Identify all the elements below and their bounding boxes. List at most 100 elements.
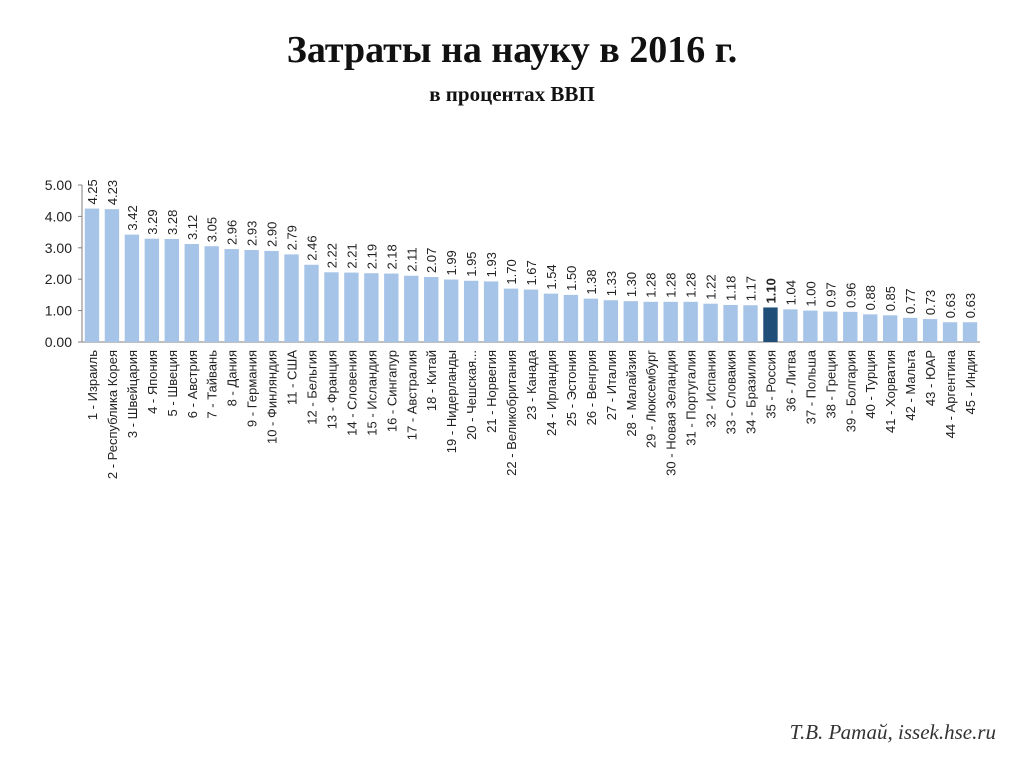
value-label-37: 1.00 — [803, 281, 818, 306]
value-label-20: 1.95 — [464, 251, 479, 276]
bar-38 — [823, 311, 838, 342]
value-label-19: 1.99 — [444, 250, 459, 275]
category-label-33: 33 - Словакия — [724, 350, 739, 434]
slide-subtitle: в процентах ВВП — [429, 82, 595, 106]
value-label-8: 2.96 — [225, 220, 240, 245]
bar-3 — [124, 234, 140, 342]
category-label-16: 16 - Сингапур — [384, 350, 399, 432]
value-label-15: 2.19 — [364, 244, 379, 269]
category-label-35: 35 - Россия — [763, 350, 778, 419]
category-label-34: 34 - Бразилия — [744, 350, 759, 434]
value-label-13: 2.22 — [324, 243, 339, 268]
bar-44 — [942, 322, 958, 342]
value-label-11: 2.79 — [285, 225, 300, 250]
bar-37 — [803, 310, 818, 342]
category-label-20: 20 - Чешская... — [464, 350, 479, 440]
bar-8 — [224, 249, 239, 342]
bar-16 — [384, 273, 399, 342]
value-label-14: 2.21 — [344, 243, 359, 268]
category-label-28: 28 - Малайзия — [624, 350, 639, 437]
category-label-18: 18 - Китай — [424, 350, 439, 411]
bar-2 — [104, 209, 120, 342]
category-label-21: 21 - Норвегия — [484, 350, 499, 433]
category-label-37: 37 - Польша — [803, 349, 818, 424]
bar-14 — [344, 272, 359, 342]
bar-39 — [843, 311, 858, 342]
category-label-8: 8 - Дания — [225, 350, 240, 406]
category-label-6: 6 - Австрия — [185, 350, 200, 418]
value-label-31: 1.28 — [684, 272, 699, 297]
y-tick-label: 2.00 — [45, 271, 72, 287]
value-label-1: 4.25 — [85, 179, 100, 204]
value-label-23: 1.67 — [524, 260, 539, 285]
slide-title: Затраты на науку в 2016 г. — [286, 29, 738, 71]
category-label-17: 17 - Австралия — [404, 350, 419, 440]
value-label-44: 0.63 — [943, 293, 958, 318]
y-tick-label: 5.00 — [45, 177, 72, 193]
value-label-12: 2.46 — [304, 235, 319, 260]
bar-45 — [962, 322, 978, 342]
category-label-29: 29 - Люксембург — [644, 350, 659, 448]
bar-40 — [863, 314, 878, 342]
value-label-4: 3.29 — [145, 209, 160, 234]
value-label-24: 1.54 — [544, 264, 559, 289]
value-label-9: 2.93 — [245, 221, 260, 246]
bar-9 — [244, 249, 259, 342]
category-label-39: 39 - Болгария — [843, 350, 858, 432]
category-label-32: 32 - Испания — [704, 350, 719, 428]
value-label-38: 0.97 — [823, 282, 838, 307]
category-label-31: 31 - Португалия — [684, 350, 699, 446]
category-label-19: 19 - Нидерланды — [444, 350, 459, 453]
value-label-34: 1.17 — [744, 276, 759, 301]
category-label-41: 41 - Хорватия — [883, 350, 898, 433]
bar-7 — [204, 246, 219, 342]
y-tick-label: 3.00 — [45, 240, 72, 256]
value-label-35: 1.10 — [763, 278, 778, 303]
bar-21 — [483, 281, 499, 342]
category-label-14: 14 - Словения — [344, 350, 359, 436]
value-label-21: 1.93 — [484, 252, 499, 277]
value-label-26: 1.38 — [584, 269, 599, 294]
category-label-10: 10 - Финляндия — [265, 350, 280, 444]
bars-group — [84, 208, 978, 342]
bar-34 — [743, 305, 758, 342]
y-axis: 0.00 1.00 2.00 3.00 4.00 5.00 — [45, 177, 980, 350]
category-label-24: 24 - Ирландия — [544, 350, 559, 436]
y-tick-label: 1.00 — [45, 303, 72, 319]
category-label-3: 3 - Швейцария — [125, 350, 140, 438]
footer-credit: Т.В. Ратай, issek.hse.ru — [789, 720, 996, 744]
value-label-6: 3.12 — [185, 215, 200, 240]
category-labels-group: 1 - Израиль 2 - Республика Корея 3 - Швейц… — [85, 349, 978, 479]
category-label-43: 43 - ЮАР — [923, 350, 938, 406]
category-label-22: 22 - Великобритания — [504, 350, 519, 476]
bar-35 — [763, 307, 778, 342]
bar-22 — [503, 288, 519, 342]
bar-13 — [324, 272, 339, 342]
bar-30 — [663, 301, 678, 342]
bar-11 — [284, 254, 299, 342]
bar-28 — [623, 301, 638, 342]
value-label-30: 1.28 — [664, 272, 679, 297]
value-label-16: 2.18 — [384, 244, 399, 269]
bar-26 — [583, 298, 599, 342]
value-label-45: 0.63 — [963, 293, 978, 318]
bar-32 — [703, 303, 718, 342]
bar-12 — [304, 264, 319, 342]
bar-36 — [783, 309, 798, 342]
value-label-41: 0.85 — [883, 286, 898, 311]
value-label-27: 1.33 — [604, 271, 619, 296]
value-label-18: 2.07 — [424, 248, 439, 273]
category-label-11: 11 - США — [285, 350, 300, 405]
value-label-25: 1.50 — [564, 266, 579, 291]
category-label-26: 26 - Венгрия — [584, 350, 599, 425]
bar-33 — [723, 304, 738, 342]
bar-10 — [264, 250, 279, 342]
value-label-29: 1.28 — [644, 272, 659, 297]
category-label-38: 38 - Греция — [823, 350, 838, 419]
category-label-4: 4 - Япония — [145, 350, 160, 414]
bar-1 — [84, 208, 100, 342]
value-label-10: 2.90 — [265, 222, 280, 247]
value-label-33: 1.18 — [724, 276, 739, 301]
category-label-44: 44 - Аргентина — [943, 349, 958, 438]
